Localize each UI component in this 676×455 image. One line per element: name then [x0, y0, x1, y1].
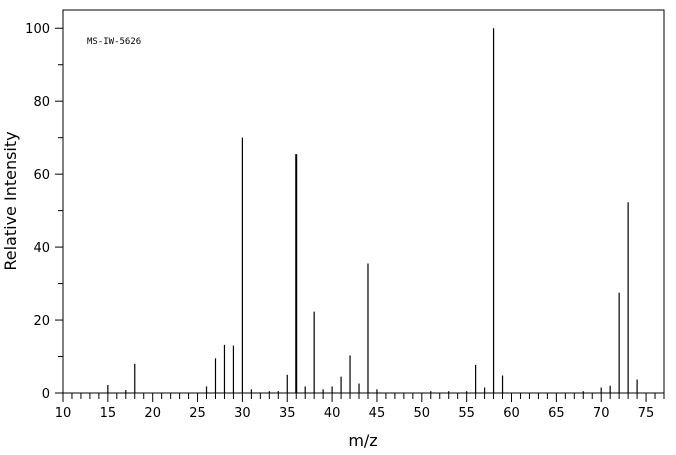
peaks-group [107, 28, 638, 393]
x-tick-label: 50 [414, 406, 431, 421]
x-tick-label: 70 [593, 406, 610, 421]
x-tick-label: 65 [548, 406, 565, 421]
x-tick-label: 10 [55, 406, 72, 421]
x-tick-label: 25 [189, 406, 206, 421]
x-tick-label: 15 [100, 406, 117, 421]
y-tick-label: 20 [33, 314, 50, 329]
x-tick-label: 55 [458, 406, 475, 421]
y-axis-label: Relative Intensity [1, 131, 20, 270]
x-axis-label: m/z [348, 431, 377, 450]
y-tick-label: 60 [33, 168, 50, 183]
y-tick-label: 80 [33, 95, 50, 110]
x-tick-label: 45 [369, 406, 386, 421]
y-axis-ticks: 0 20 40 60 80 100 [25, 22, 63, 402]
y-tick-label: 100 [25, 22, 50, 37]
x-tick-label: 30 [234, 406, 251, 421]
x-tick-label: 35 [279, 406, 296, 421]
spectrum-id-annotation: MS-IW-5626 [87, 37, 141, 47]
x-tick-label: 75 [638, 406, 655, 421]
plot-frame [62, 9, 665, 394]
x-tick-label: 60 [503, 406, 520, 421]
x-axis-ticks: 10 15 20 25 30 35 40 45 50 55 60 65 70 75 [55, 393, 665, 421]
y-tick-label: 40 [33, 241, 50, 256]
x-tick-label: 40 [324, 406, 341, 421]
y-tick-label: 0 [42, 387, 50, 402]
x-tick-label: 20 [144, 406, 161, 421]
